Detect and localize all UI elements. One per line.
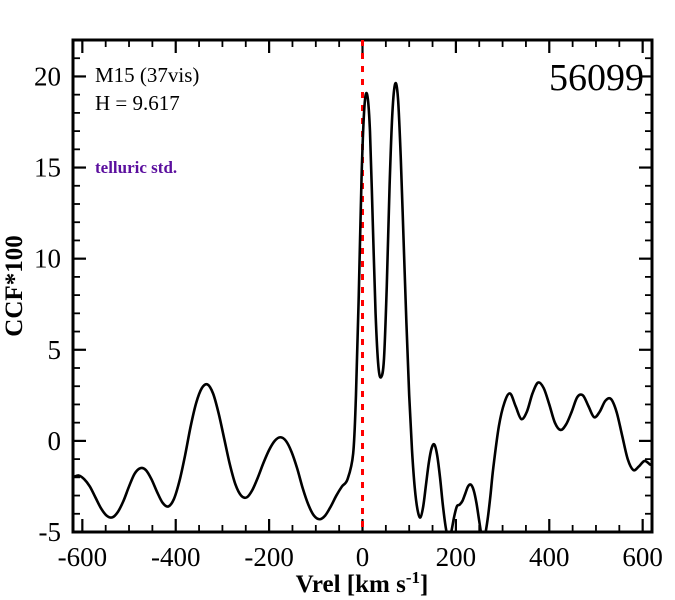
y-tick-label: -5	[39, 517, 62, 547]
x-axis-tick-labels: -600 -400 -200 0 200 400 600	[58, 542, 663, 572]
x-tick-label: -600	[58, 542, 108, 572]
star-label: M15 (37vis)	[95, 63, 199, 87]
y-axis-ticks-right	[639, 39, 652, 534]
y-tick-label: 20	[34, 61, 61, 91]
x-tick-label: -200	[244, 542, 294, 572]
x-tick-label: -400	[151, 542, 201, 572]
y-tick-label: 15	[34, 153, 61, 183]
x-tick-label: 0	[356, 542, 370, 572]
y-tick-label: 5	[48, 335, 62, 365]
x-tick-label: 600	[622, 542, 663, 572]
x-axis-title: Vrel [km s-1]	[296, 568, 429, 599]
y-tick-label: 10	[34, 244, 61, 274]
data-series-group	[74, 81, 651, 531]
x-tick-label: 400	[529, 542, 570, 572]
ccf-data-curve	[74, 81, 651, 531]
x-tick-label: 200	[436, 542, 477, 572]
x-axis-ticks-top	[81, 40, 644, 53]
y-axis-ticks	[73, 39, 86, 534]
y-axis-tick-labels: -5 0 5 10 15 20	[34, 61, 61, 547]
y-axis-title: CCF*100	[1, 235, 28, 336]
telluric-std-label: telluric std.	[95, 158, 177, 177]
y-tick-label: 0	[48, 426, 62, 456]
magnitude-label: H = 9.617	[95, 91, 180, 115]
epoch-label: 56099	[549, 57, 644, 99]
